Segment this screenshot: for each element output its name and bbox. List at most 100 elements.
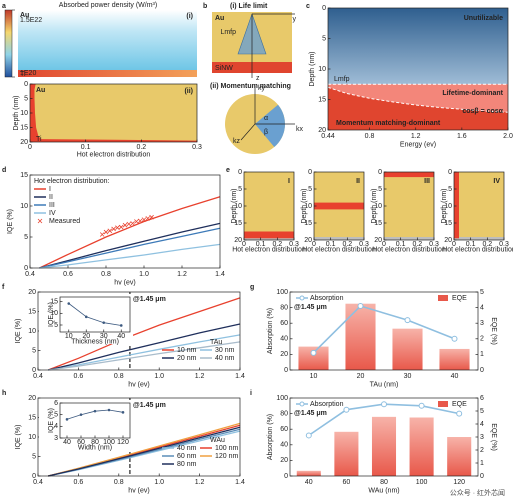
inset-point: [119, 324, 123, 327]
y-tick-label: 0: [24, 81, 28, 88]
legend-label: 100 nm: [215, 445, 239, 452]
x-tick-label: 0.8: [114, 479, 124, 486]
y-tick-label: 15: [374, 220, 382, 227]
layer-label: Ti: [36, 136, 42, 143]
y-tick-label: 15: [304, 220, 312, 227]
y-tick-label: 60: [280, 320, 288, 327]
y-axis-label: IQE (%): [7, 209, 14, 234]
diagram-label: kz: [233, 138, 241, 145]
x-tick-label: 1.4: [235, 373, 245, 380]
y-tick-label: 5: [238, 186, 242, 193]
measured-marker: [141, 217, 147, 222]
x-tick-label: 0.1: [466, 241, 476, 248]
x-tick-label: 0.3: [192, 144, 202, 151]
x-tick-label: 30: [100, 333, 108, 340]
layer-label: Ti: [20, 71, 26, 78]
field-map: [18, 10, 197, 70]
region-label: Momentum matching-dominant: [336, 120, 441, 127]
y-tick-label: 0: [32, 473, 36, 480]
y-tick-label: 10: [20, 110, 28, 117]
x-tick-label: 0.4: [33, 479, 43, 486]
y-tick-label: 5: [32, 453, 36, 460]
y-tick-label: 6: [54, 400, 58, 407]
inset-point: [121, 411, 125, 414]
colorbar-label: 1E20: [20, 70, 36, 77]
legend-label: EQE: [452, 295, 467, 302]
y-tick-label: 40: [280, 442, 288, 449]
x-tick-label: 0.6: [63, 271, 73, 278]
legend-label: 80 nm: [177, 461, 197, 468]
x-tick-label: 40: [305, 479, 313, 486]
y-tick-label: 5: [24, 95, 28, 102]
bar: [345, 303, 376, 370]
x-tick-label: 1.2: [195, 479, 205, 486]
x-tick-label: 100: [416, 479, 428, 486]
series-line: [312, 305, 455, 354]
region-label: Unutilizable: [464, 15, 503, 22]
x-tick-label: 0.1: [326, 241, 336, 248]
au-layer: [244, 172, 294, 240]
x-tick-label: 1.2: [177, 271, 187, 278]
plot-frame: [29, 174, 221, 269]
ti-layer: [18, 70, 197, 77]
legend-label: Measured: [49, 218, 80, 225]
y-tick-label: 0: [322, 5, 326, 12]
layer-label: Au: [20, 12, 29, 19]
au-layer: [384, 172, 434, 240]
y-tick-label: 20: [28, 395, 36, 402]
x-tick-label: 1.2: [411, 133, 421, 140]
chart-title: Absorbed power density (W/m³): [59, 2, 157, 9]
inset-point: [65, 418, 69, 421]
legend-label: 10 nm: [177, 347, 197, 354]
y-axis-label: Depth (nm): [13, 95, 20, 130]
x-axis-label: hv (ev): [128, 382, 149, 389]
y-axis-label: IQE (%): [15, 425, 22, 450]
y-axis-label: Absorption (%): [267, 308, 274, 354]
ti-layer: [384, 237, 434, 240]
series-line: [47, 426, 241, 477]
legend-label: 120 nm: [215, 453, 239, 460]
x-axis-label: hv (ev): [114, 280, 135, 287]
y2-tick-label: 2: [480, 336, 484, 343]
x-tick-label: 10: [310, 373, 318, 380]
y-tick-label: 80: [280, 410, 288, 417]
measured-marker: [115, 225, 120, 230]
annotation-text: @1.45 μm: [133, 402, 166, 409]
y-tick-label: 15: [28, 308, 36, 315]
boundary-line: [327, 86, 509, 113]
bar: [371, 416, 397, 476]
legend-label: 40 nm: [215, 355, 235, 362]
y2-tick-label: 3: [480, 320, 484, 327]
y-tick-label: 20: [234, 237, 242, 244]
y-tick-label: 10: [304, 203, 312, 210]
bar: [334, 431, 359, 476]
y2-tick-label: 4: [480, 304, 484, 311]
series-line: [39, 227, 221, 269]
bar: [296, 470, 321, 476]
legend-label: Absorption: [310, 295, 344, 302]
y-tick-label: 10: [234, 203, 242, 210]
y-tick-label: 5: [54, 412, 58, 419]
bar: [439, 348, 470, 370]
momentum-wedge: [255, 104, 285, 147]
y2-axis-label: EQE (%): [490, 423, 497, 451]
bar: [392, 328, 423, 370]
series-line: [39, 222, 221, 269]
x-tick-label: 120: [453, 479, 465, 486]
y-tick-label: 0: [238, 169, 242, 176]
plot-data: [47, 398, 241, 477]
legend-label: 20 nm: [177, 355, 197, 362]
measured-marker: [107, 228, 113, 234]
au-layer: [30, 84, 197, 142]
subpanel-label: III: [424, 178, 430, 185]
y-tick-label: 10: [318, 66, 326, 73]
plot-data: [314, 172, 364, 240]
y-tick-label: 0: [284, 473, 288, 480]
y-tick-label: 5: [24, 234, 28, 241]
inset-point: [67, 302, 71, 305]
series-line: [39, 196, 221, 269]
legend-label: III: [49, 202, 55, 209]
series-line: [47, 334, 241, 371]
x-tick-label: 1.2: [195, 373, 205, 380]
